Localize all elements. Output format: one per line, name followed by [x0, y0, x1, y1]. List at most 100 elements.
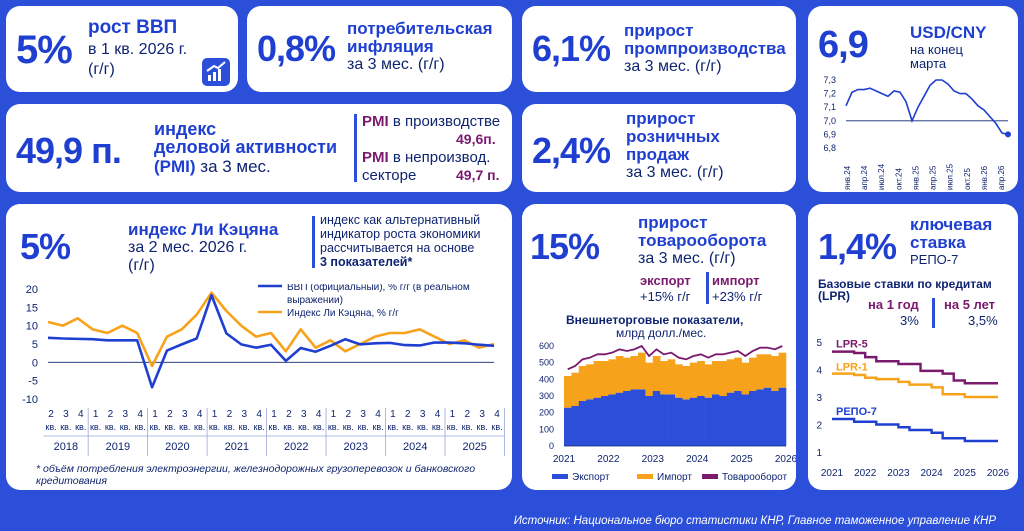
pmi-card: 49,9 п. индекс деловой активности (PMI) …	[6, 104, 512, 192]
li-ytick: 15	[26, 302, 38, 314]
trade-import-bar	[608, 359, 617, 395]
trade-chart-title2: млрд долл./мес.	[616, 326, 707, 340]
lpr5-label: на 5 лет	[944, 297, 996, 312]
li-quarter-suffix: кв.	[358, 422, 369, 432]
pmi-nonprod-label-bold: PMI	[362, 149, 389, 166]
li-card: 5% индекс Ли Кэцяна за 2 мес. 2026 г. (г…	[6, 204, 512, 490]
trade-ytick: 500	[539, 358, 554, 368]
fx-ytick: 7,3	[823, 75, 836, 85]
trade-legend-swatch	[552, 474, 568, 479]
li-quarter-tick: 2	[464, 409, 470, 420]
usdcny-value: 6,9	[818, 24, 869, 66]
li-quarter-tick: 1	[271, 409, 277, 420]
rate-value: 1,4%	[818, 226, 897, 267]
li-quarter-tick: 2	[286, 409, 292, 420]
pmi-value: 49,9 п.	[16, 130, 122, 171]
li-series-line-0	[47, 293, 495, 389]
trade-import-bar	[749, 357, 757, 391]
li-ytick: -5	[28, 376, 38, 388]
pmi-title1: индекс	[154, 119, 217, 139]
li-quarter-tick: 2	[48, 409, 54, 420]
trade-export-bar	[652, 391, 661, 446]
trade-ytick: 400	[539, 374, 554, 384]
rate-ytick: 2	[816, 421, 822, 432]
trade-ytick: 300	[539, 391, 554, 401]
trade-card: 15% прирост товарооборота за 3 мес. (г/г…	[522, 204, 796, 490]
trade-legend-label: Товарооборот	[722, 471, 788, 483]
trade-import-bar	[734, 357, 742, 391]
fx-ytick: 7,0	[823, 116, 836, 126]
li-ytick: 5	[32, 339, 38, 351]
trade-export-bar	[660, 394, 668, 446]
trade-export-bar	[763, 387, 772, 446]
li-quarter-tick: 1	[152, 409, 158, 420]
fx-series-line	[845, 79, 1009, 136]
li-quarter-tick: 1	[331, 409, 337, 420]
rate-series-line-2	[832, 417, 998, 443]
pmi-title2: деловой активности	[154, 137, 338, 157]
li-year-label: 2020	[165, 441, 189, 453]
fx-xtick: июл.24	[877, 163, 886, 190]
trade-import-bar	[756, 354, 765, 390]
rate-ytick: 1	[816, 448, 822, 459]
li-quarter-suffix: кв.	[179, 422, 190, 432]
trade-export-bar	[645, 396, 654, 446]
li-title: индекс Ли Кэцяна	[128, 220, 279, 239]
trade-title1: прирост	[638, 213, 708, 232]
trade-import-bar	[645, 362, 654, 396]
trade-import-bar	[697, 361, 705, 396]
gdp-line1: в 1 кв. 2026 г.	[88, 41, 188, 58]
retail-value: 2,4%	[532, 130, 611, 171]
trade-export-bar	[615, 392, 624, 446]
trade-import-bar	[623, 357, 631, 391]
li-quarter-suffix: кв.	[135, 422, 146, 432]
trade-export-value: +15% г/г	[640, 289, 691, 304]
trade-export-bar	[756, 389, 765, 446]
li-footnote1: * объём потребления электроэнергии, желе…	[36, 463, 476, 475]
rate-xtick: 2024	[920, 468, 943, 479]
inflation-title2: инфляция	[347, 37, 434, 56]
trade-import-bar	[593, 361, 602, 398]
rate-line1: РЕПО-7	[910, 252, 959, 267]
trade-title2: товарооборота	[638, 231, 767, 250]
rate-label-lpr1: LPR-1	[836, 362, 868, 374]
li-quarter-suffix: кв.	[491, 422, 502, 432]
li-year-label: 2018	[54, 441, 78, 453]
retail-title1: прирост	[626, 109, 696, 128]
growth-chart-icon	[202, 58, 230, 86]
trade-export-bar	[564, 407, 572, 446]
rate-card: 1,4% ключевая ставка РЕПО-7 Базовые став…	[808, 204, 1018, 490]
trade-import-bar	[778, 352, 787, 388]
trade-import-bar	[771, 356, 779, 391]
trade-legend-swatch	[637, 474, 653, 479]
trade-import-bar	[578, 366, 587, 401]
trade-import-bar	[667, 359, 676, 395]
pmi-prod-value: 49,6п.	[456, 131, 496, 147]
trade-export-bar	[704, 397, 713, 446]
li-quarter-tick: 4	[316, 409, 322, 420]
li-quarter-suffix: кв.	[328, 422, 339, 432]
fx-xtick: апр.24	[860, 165, 869, 190]
trade-import-bar	[741, 362, 750, 395]
li-quarter-suffix: кв.	[105, 422, 116, 432]
pmi-title3: (PMI) за 3 мес.	[154, 158, 271, 176]
li-note3: рассчитывается на основе	[320, 241, 475, 255]
inflation-line1: за 3 мес. (г/г)	[347, 56, 445, 73]
li-quarter-tick: 3	[123, 409, 129, 420]
trade-import-bar	[689, 362, 698, 398]
industry-line1: за 3 мес. (г/г)	[624, 58, 722, 75]
pmi-divider	[354, 114, 357, 182]
li-quarter-tick: 2	[227, 409, 233, 420]
usdcny-line2: марта	[910, 56, 947, 71]
trade-legend-swatch	[702, 474, 718, 479]
li-ytick: 0	[32, 357, 38, 369]
li-quarter-suffix: кв.	[209, 422, 220, 432]
gdp-value: 5%	[16, 28, 73, 72]
li-quarter-suffix: кв.	[75, 422, 86, 432]
trade-export-bar	[667, 394, 676, 446]
lpr-title2: (LPR)	[818, 289, 850, 303]
fx-ytick: 7,1	[823, 102, 836, 112]
trade-legend-label: Экспорт	[572, 472, 610, 483]
li-note-divider	[312, 216, 315, 268]
fx-xtick: апр.25	[929, 165, 938, 190]
